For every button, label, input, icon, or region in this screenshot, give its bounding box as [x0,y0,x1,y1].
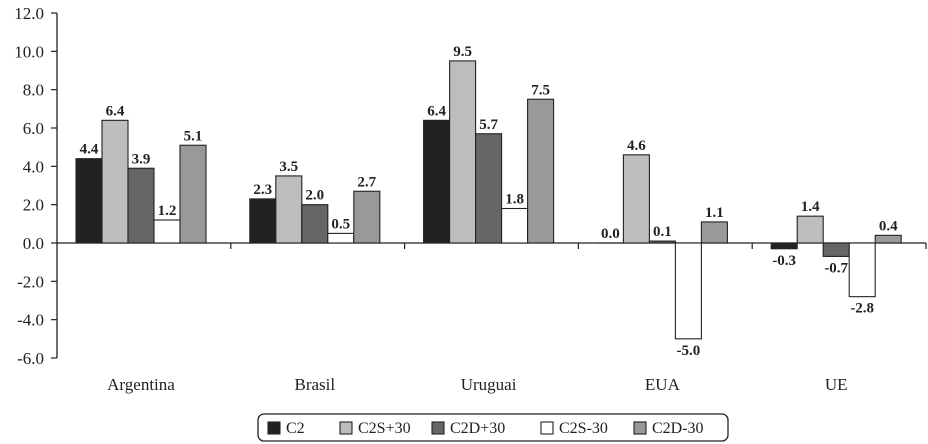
legend-swatch [633,421,647,435]
bar-c2d-30-eua [700,221,728,244]
chart-legend: C2 C2S+30 C2D+30 C2S-30 C2D-30 [257,413,729,442]
bar-c2s-30-uruguai [449,60,477,244]
y-tick-label: -4.0 [17,311,44,330]
bar-c2-argentina [75,158,103,244]
data-label: 2.3 [253,182,272,198]
y-tick-label: 4.0 [23,157,44,176]
chart-bars [75,60,902,340]
legend-label: C2S+30 [358,420,411,437]
legend-label: C2 [286,420,305,437]
data-label: 0.5 [331,216,350,232]
y-tick-label: 0.0 [23,234,44,253]
data-label: 7.5 [531,82,550,98]
legend-label: C2S-30 [559,420,608,437]
y-tick-label: 6.0 [23,119,44,138]
data-label: 0.0 [601,226,620,242]
bar-c2s-30-brasil [275,175,303,244]
data-label: -0.3 [772,253,796,269]
data-label: -5.0 [677,343,701,359]
bar-c2-ue [770,242,798,250]
category-label: EUA [645,375,681,394]
bar-c2s-30-argentina [153,219,181,244]
data-label: 6.4 [106,103,125,119]
bar-c2s-30-eua [622,154,650,244]
bar-c2d-30-brasil [301,204,329,244]
bar-c2d-30-ue [822,242,850,257]
category-label: Brasil [294,375,335,394]
category-label: Argentina [107,375,175,394]
y-tick-label: 12.0 [14,4,44,23]
bar-c2d-30-eua [648,240,676,244]
bar-c2s-30-uruguai [501,207,529,244]
legend-label: C2D+30 [450,420,505,437]
bar-c2d-30-ue [874,234,902,244]
data-label: 1.2 [158,203,177,219]
category-label: Uruguai [461,375,517,394]
bar-c2-brasil [249,198,277,244]
data-label: 1.4 [801,199,820,215]
data-label: -0.7 [824,260,848,276]
bar-c2s-30-ue [796,215,824,244]
data-label: 2.0 [305,188,324,204]
bar-c2s-30-eua [674,242,702,340]
chart-axes: 12.0 10.0 8.0 6.0 4.0 2.0 0.0 -2.0 -4.0 -6.0 Argen… [14,4,927,394]
legend-swatch [267,421,281,435]
data-label: 0.1 [653,224,672,240]
bar-c2d-30-argentina [127,167,155,244]
legend-swatch [540,421,554,435]
data-label: 4.4 [80,142,99,158]
bar-c2d-30-brasil [353,190,381,244]
legend-swatch [339,421,353,435]
data-label: 1.1 [705,205,724,221]
data-label: 5.7 [479,117,498,133]
bar-c2s-30-brasil [327,232,355,244]
data-label: 0.4 [879,218,898,234]
bar-c2d-30-uruguai [527,98,555,244]
category-label: UE [825,375,848,394]
y-tick-label: -2.0 [17,272,44,291]
legend-box [257,413,729,442]
data-label: 6.4 [427,103,446,119]
data-label: 1.8 [505,192,524,208]
y-tick-label: 8.0 [23,81,44,100]
data-label: 5.1 [184,128,203,144]
chart-data-labels: 4.4 2.3 6.4 0.0 -0.3 6.4 3.5 9.5 4.6 1.4 3.9 2.0 5.7… [80,44,898,359]
data-label: 2.7 [357,174,376,190]
bar-c2s-30-ue [848,242,876,298]
y-tick-label: -6.0 [17,349,44,368]
data-label: 4.6 [627,138,646,154]
bar-c2-uruguai [423,119,451,244]
legend-swatch [431,421,445,435]
y-tick-label: 10.0 [14,42,44,61]
bar-c2d-30-argentina [179,144,207,244]
data-label: 3.9 [132,151,151,167]
bar-c2s-30-argentina [101,119,129,244]
bar-c2d-30-uruguai [475,133,503,244]
data-label: 9.5 [453,44,472,60]
legend-label: C2D-30 [652,420,704,437]
data-label: 3.5 [279,159,298,175]
y-tick-label: 2.0 [23,196,44,215]
data-label: -2.8 [850,301,874,317]
